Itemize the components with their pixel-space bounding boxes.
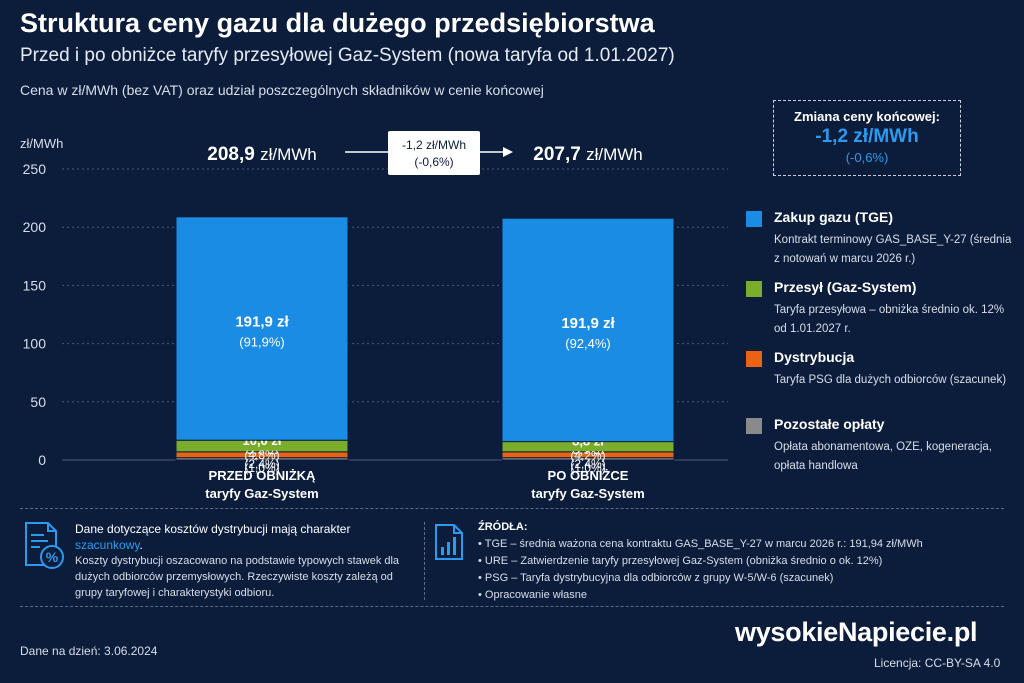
svg-text:%: % xyxy=(46,549,59,565)
x-category-label: taryfy Gaz-System xyxy=(205,486,318,501)
bar-total-label: 207,7 zł/MWh xyxy=(533,144,643,165)
x-category-label: taryfy Gaz-System xyxy=(531,486,644,501)
chart-description: Cena w zł/MWh (bez VAT) oraz udział posz… xyxy=(20,82,544,98)
bar-total-label: 208,9 zł/MWh xyxy=(207,144,317,165)
bar-segment xyxy=(175,216,349,441)
license-text: Licencja: CC-BY-SA 4.0 xyxy=(874,656,1001,670)
price-change-title: Zmiana ceny końcowej: xyxy=(794,109,940,124)
data-date: Dane na dzień: 3.06.2024 xyxy=(20,644,158,658)
note-highlight: szacunkowy xyxy=(75,538,140,552)
segment-share-label: (4,2%) xyxy=(570,449,605,463)
legend-name: Zakup gazu (TGE) xyxy=(774,209,893,225)
section-divider-top xyxy=(20,508,1004,509)
y-tick-label: 0 xyxy=(38,452,46,468)
legend-description: Taryfa przesyłowa – obniżka średnio ok. … xyxy=(774,304,1005,335)
estimate-note: Dane dotyczące kosztów dystrybucji mają … xyxy=(75,521,405,601)
segment-value-label: 191,9 zł xyxy=(235,314,289,331)
segment-value-label: 191,9 zł xyxy=(561,315,615,332)
segment-share-label: (1,0%) xyxy=(244,461,279,475)
bar-total-unit: zł/MWh xyxy=(586,145,643,164)
legend-swatch xyxy=(746,418,762,434)
section-divider-bottom xyxy=(20,606,1004,607)
page-subtitle: Przed i po obniżce taryfy przesyłowej Ga… xyxy=(20,45,675,66)
y-tick-label: 200 xyxy=(23,219,47,235)
sources-heading: ŹRÓDŁA: xyxy=(478,521,528,533)
legend-name: Pozostałe opłaty xyxy=(774,416,885,432)
y-tick-label: 50 xyxy=(30,394,46,410)
segment-share-label: (1,0%) xyxy=(570,461,605,475)
source-item: URE – Zatwierdzenie taryfy przesyłowej G… xyxy=(478,553,923,570)
source-item: TGE – średnia ważona cena kontraktu GAS_… xyxy=(478,536,923,553)
source-item: PSG – Taryfa dystrybucyjna dla odbiorców… xyxy=(478,570,923,587)
y-tick-label: 100 xyxy=(23,336,47,352)
source-item: Opracowanie własne xyxy=(478,587,923,604)
y-axis-unit-label: zł/MWh xyxy=(20,136,64,151)
legend-name: Dystrybucja xyxy=(774,349,855,365)
footer-separator xyxy=(424,522,425,600)
change-box-percent: (-0,6%) xyxy=(414,155,453,169)
bar-total-value: 208,9 xyxy=(207,144,260,165)
legend-description: Kontrakt terminowy GAS_BASE_Y-27 (średni… xyxy=(774,234,1012,265)
note-lead-text: Dane dotyczące kosztów dystrybucji mają … xyxy=(75,522,351,536)
price-change-value: -1,2 zł/MWh xyxy=(815,126,919,147)
legend-swatch xyxy=(746,281,762,297)
legend-name: Przesył (Gaz-System) xyxy=(774,279,917,295)
legend-swatch xyxy=(746,211,762,227)
segment-share-label: (91,9%) xyxy=(239,335,285,350)
x-category-label: PO OBNIŻCE xyxy=(548,468,629,483)
brand-logo: wysokieNapiecie.pl xyxy=(735,617,978,647)
segment-share-label: (4,8%) xyxy=(244,448,279,462)
price-change-percent: (-0,6%) xyxy=(845,150,889,165)
change-box-value: -1,2 zł/MWh xyxy=(402,138,466,152)
legend-description: Taryfa PSG dla dużych odbiorców (szacune… xyxy=(774,374,1007,386)
bar-total-unit: zł/MWh xyxy=(260,145,317,164)
y-tick-label: 250 xyxy=(23,161,47,177)
page-title: Struktura ceny gazu dla dużego przedsięb… xyxy=(20,8,655,38)
legend-swatch xyxy=(746,351,762,367)
segment-share-label: (2,4%) xyxy=(570,457,605,471)
change-arrow-head xyxy=(503,147,513,157)
note-lead-end: . xyxy=(139,538,143,552)
segment-share-label: (2,4%) xyxy=(244,457,279,471)
change-box xyxy=(388,131,480,175)
calculation-document-icon: % xyxy=(22,521,66,571)
note-body: Koszty dystrybucji oszacowano na podstaw… xyxy=(75,555,400,599)
sources-list: ŹRÓDŁA: TGE – średnia ważona cena kontra… xyxy=(478,519,923,604)
legend-description: Opłata abonamentowa, OZE, kogeneracja, o… xyxy=(774,441,992,472)
bar-total-value: 207,7 xyxy=(533,144,586,165)
y-tick-label: 150 xyxy=(23,277,47,293)
segment-share-label: (92,4%) xyxy=(565,336,611,351)
x-category-label: PRZED OBNIŻKĄ xyxy=(209,468,317,483)
price-change-panel: Zmiana ceny końcowej: -1,2 zł/MWh (-0,6%… xyxy=(773,100,961,176)
bar-segment xyxy=(501,217,675,443)
sources-document-icon xyxy=(433,523,465,561)
